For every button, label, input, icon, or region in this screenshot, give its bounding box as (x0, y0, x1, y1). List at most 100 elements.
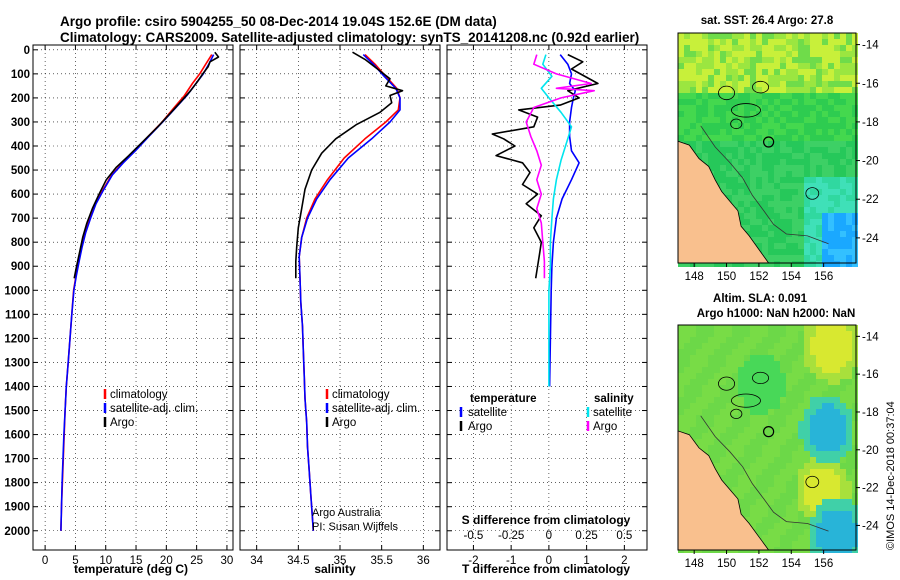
map-cell (786, 111, 792, 117)
map-cell (762, 165, 768, 171)
legend-label: satellite-adj. clim. (332, 403, 420, 415)
map-cell (762, 403, 768, 409)
map-cell (810, 213, 816, 219)
map-cell (738, 403, 744, 409)
map-cell (786, 397, 792, 403)
map-cell (756, 87, 762, 93)
map-cell (792, 331, 798, 337)
map-cell (834, 409, 840, 415)
map-cell (780, 397, 786, 403)
map-cell (828, 511, 834, 517)
map-cell (792, 171, 798, 177)
map-cell (774, 51, 780, 57)
map-cell (828, 403, 834, 409)
map-cell (846, 201, 852, 207)
map-cell (750, 457, 756, 463)
map-cell (786, 243, 792, 249)
map-cell (792, 117, 798, 123)
map-cell (768, 123, 774, 129)
map-cell (852, 529, 858, 535)
map-cell (810, 249, 816, 255)
map-cell (822, 249, 828, 255)
map-cell (786, 391, 792, 397)
map-cell (846, 385, 852, 391)
map-cell (792, 45, 798, 51)
map-cell (834, 219, 840, 225)
map-cell (852, 81, 858, 87)
map-cell (714, 81, 720, 87)
map-cell (762, 261, 768, 267)
map-cell (840, 255, 846, 261)
map-cell (804, 337, 810, 343)
map-cell (804, 403, 810, 409)
map-cell (708, 51, 714, 57)
map-cell (822, 337, 828, 343)
x-tick-label: 0 (546, 555, 552, 567)
map-cell (822, 433, 828, 439)
map-cell (834, 415, 840, 421)
map-cell (828, 93, 834, 99)
map-cell (792, 63, 798, 69)
lat-tick-label: -24 (862, 233, 879, 245)
map-cell (720, 331, 726, 337)
map-cell (828, 135, 834, 141)
map-cell (846, 183, 852, 189)
map-cell (756, 355, 762, 361)
map-cell (840, 111, 846, 117)
map-cell (744, 421, 750, 427)
map-cell (804, 439, 810, 445)
map-cell (786, 343, 792, 349)
map-cell (720, 171, 726, 177)
map-cell (732, 457, 738, 463)
map-cell (786, 499, 792, 505)
map-cell (732, 403, 738, 409)
map-cell (822, 493, 828, 499)
map-cell (714, 403, 720, 409)
map-cell (774, 87, 780, 93)
map-cell (702, 93, 708, 99)
map-cell (840, 213, 846, 219)
map-cell (738, 189, 744, 195)
legend-label: climatology (110, 389, 168, 401)
map-cell (726, 421, 732, 427)
map-cell (720, 421, 726, 427)
map-cell (804, 177, 810, 183)
map-cell (738, 147, 744, 153)
map-cell (726, 427, 732, 433)
map-cell (834, 427, 840, 433)
map-cell (678, 129, 684, 135)
x-tick-label: 35 (334, 555, 347, 567)
map-cell (792, 135, 798, 141)
map-cell (780, 529, 786, 535)
map-cell (792, 511, 798, 517)
map-cell (780, 237, 786, 243)
map-cell (708, 105, 714, 111)
map-cell (744, 165, 750, 171)
map-cell (852, 243, 858, 249)
map-cell (834, 183, 840, 189)
map-cell (768, 201, 774, 207)
map-cell (834, 213, 840, 219)
map-cell (834, 355, 840, 361)
map-cell (774, 535, 780, 541)
map-cell (726, 195, 732, 201)
map-cell (750, 69, 756, 75)
map-cell (798, 111, 804, 117)
map-cell (816, 51, 822, 57)
map-cell (750, 231, 756, 237)
map-cell (852, 367, 858, 373)
map-cell (720, 427, 726, 433)
map-cell (756, 207, 762, 213)
map-cell (756, 45, 762, 51)
map-cell (750, 433, 756, 439)
map-cell (792, 177, 798, 183)
map-cell (798, 493, 804, 499)
map-cell (792, 451, 798, 457)
map-cell (822, 177, 828, 183)
map-cell (834, 99, 840, 105)
map-cell (726, 373, 732, 379)
map-cell (738, 177, 744, 183)
map-cell (828, 367, 834, 373)
map-cell (822, 183, 828, 189)
map-cell (846, 69, 852, 75)
